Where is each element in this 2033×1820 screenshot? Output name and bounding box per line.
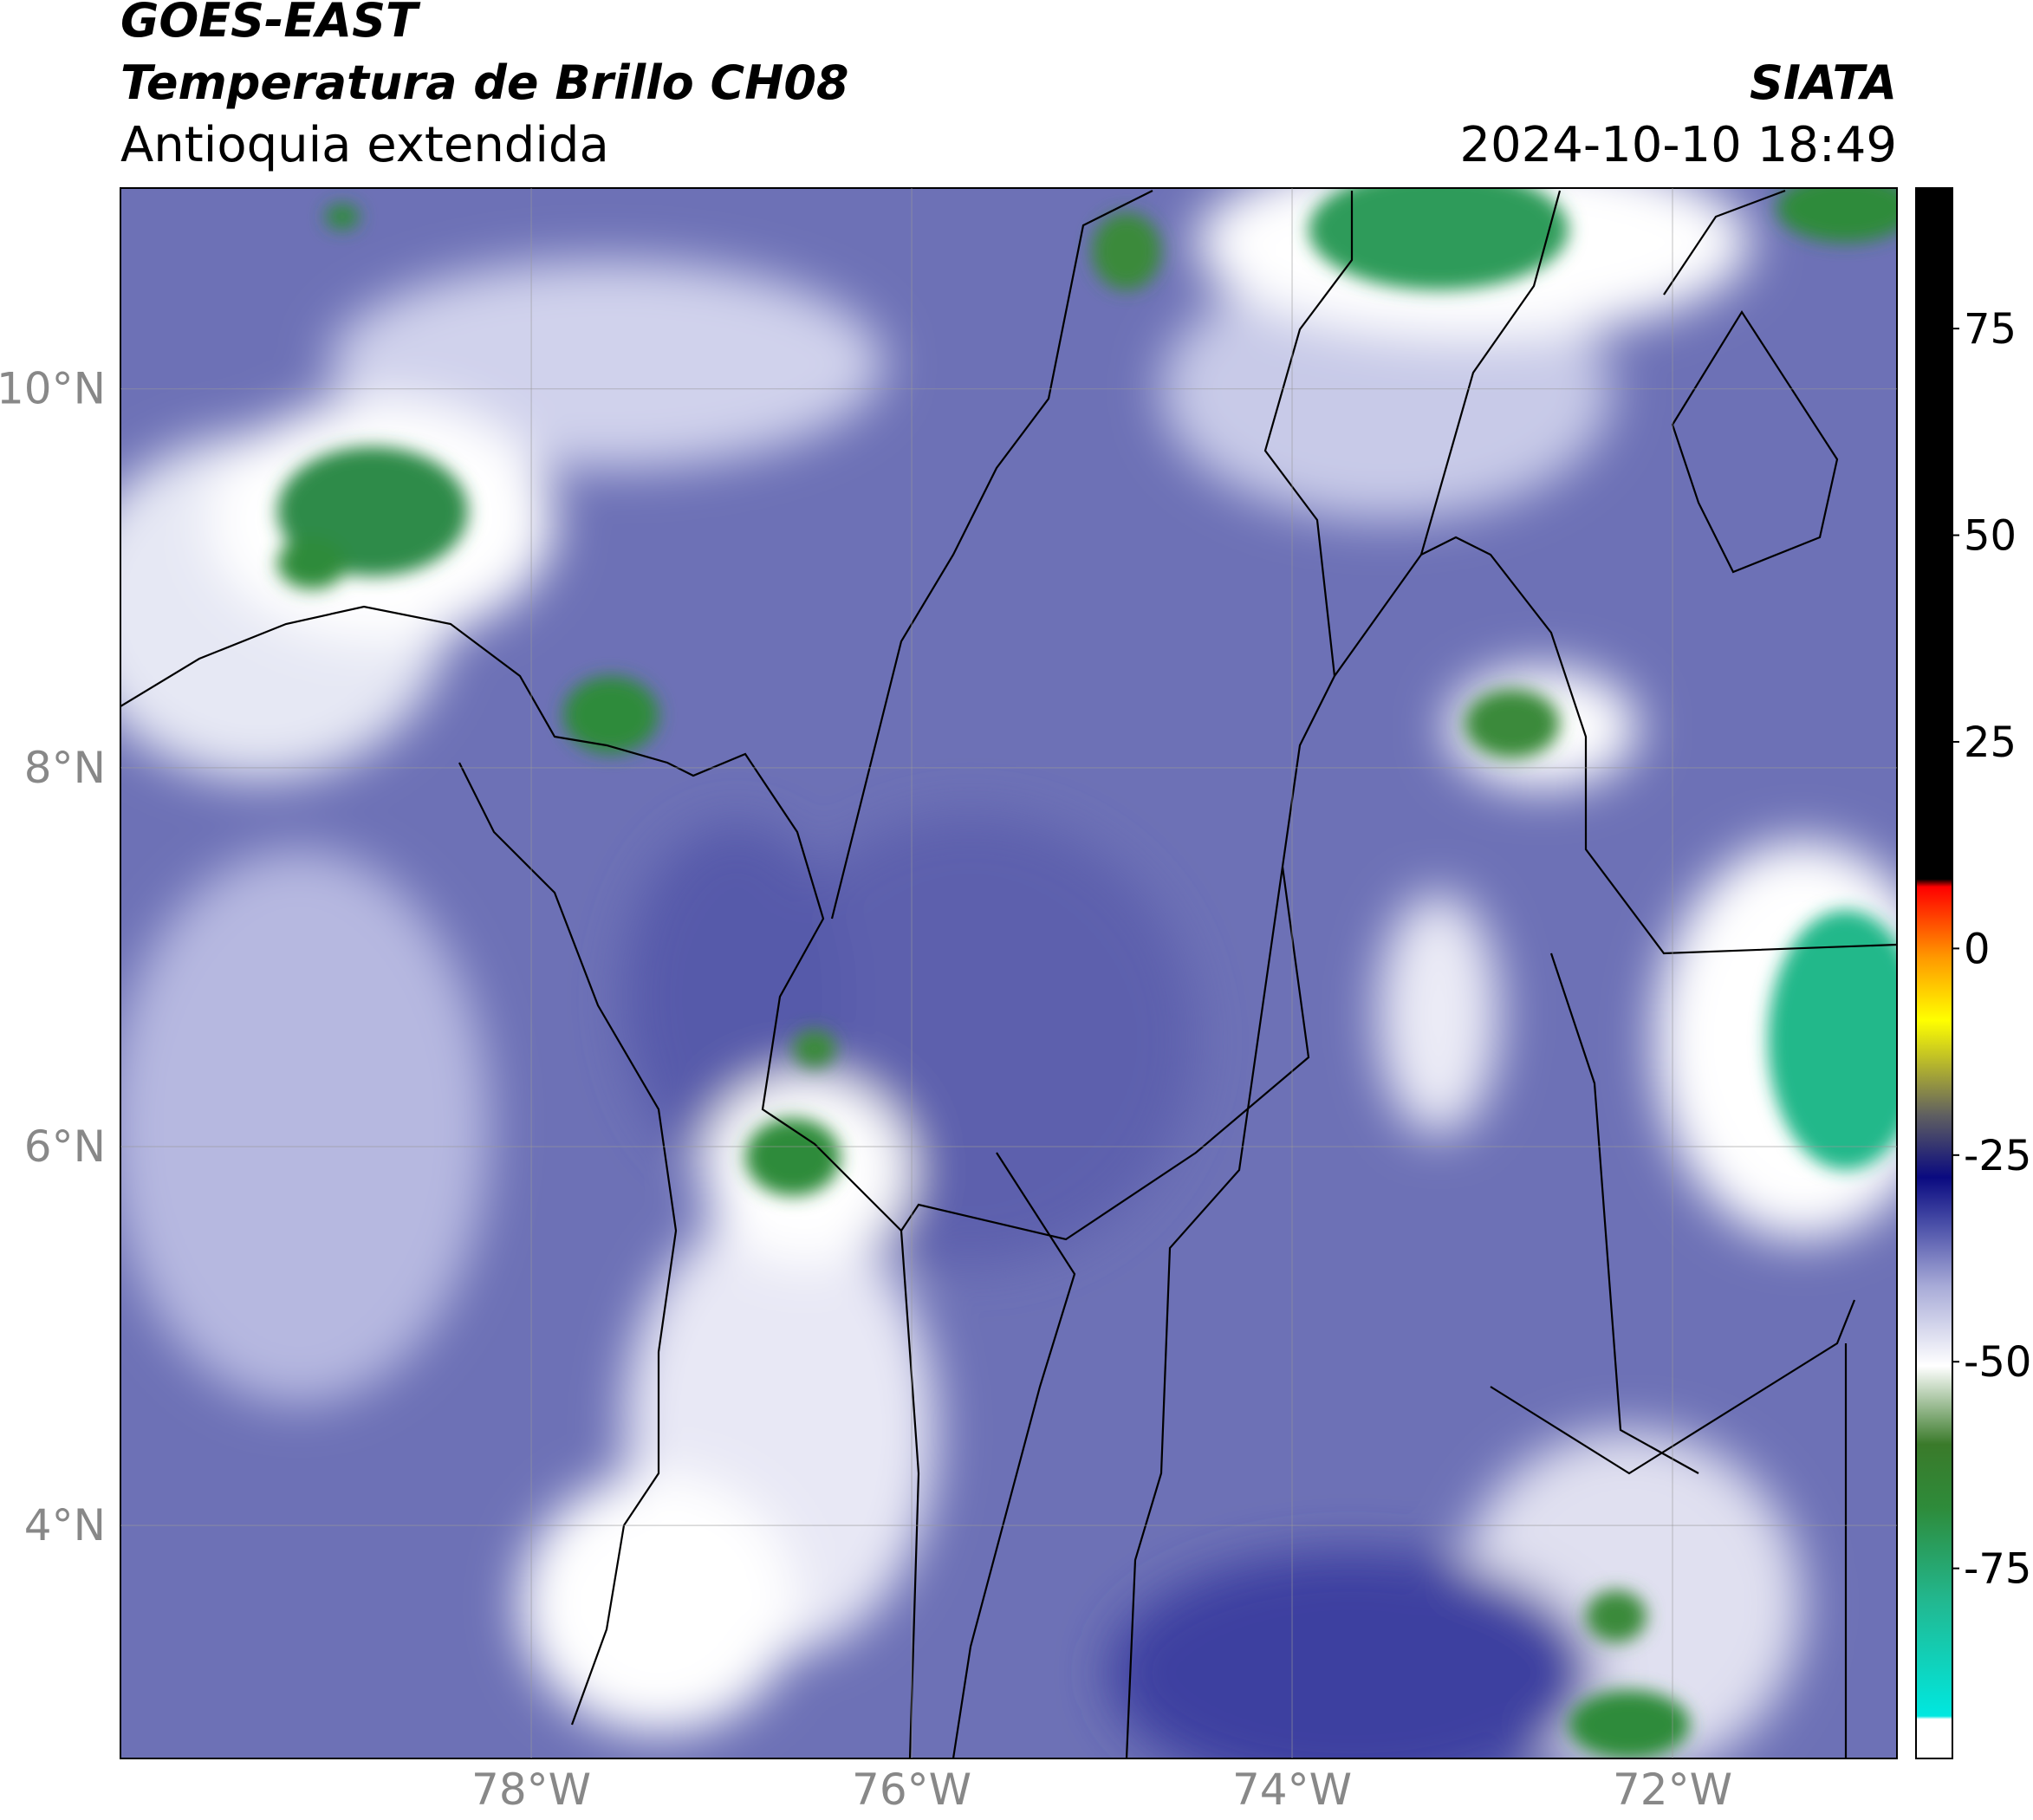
- grid: [120, 188, 1897, 1758]
- colorbar-tick-label: 75: [1964, 305, 2017, 354]
- datetime: 2024-10-10 18:49: [1459, 117, 1897, 173]
- x-tick-label: 74°W: [1232, 1765, 1352, 1815]
- colorbar: [1915, 187, 1953, 1759]
- x-tick-label: 76°W: [852, 1765, 971, 1815]
- y-tick-label: 10°N: [0, 364, 106, 414]
- x-tick-label: 78°W: [471, 1765, 591, 1815]
- x-tick-label: 72°W: [1613, 1765, 1732, 1815]
- map-frame: [120, 187, 1898, 1759]
- satellite-image: [120, 188, 1897, 1758]
- title: GOES-EAST: [120, 0, 421, 48]
- colorbar-tick-label: 50: [1964, 512, 2017, 561]
- colorbar-tick-label: -50: [1964, 1338, 2031, 1387]
- region: Antioquia extendida: [120, 117, 609, 173]
- source: SIATA: [1750, 55, 1897, 110]
- subtitle: Temperatura de Brillo CH08: [120, 55, 849, 110]
- colorbar-tick-label: -75: [1964, 1545, 2031, 1594]
- colorbar-tick-label: 0: [1964, 925, 1991, 973]
- colorbar-tick-label: 25: [1964, 718, 2017, 767]
- colorbar-tick-label: -25: [1964, 1132, 2031, 1180]
- y-tick-label: 8°N: [24, 743, 106, 793]
- y-tick-label: 4°N: [24, 1500, 106, 1550]
- y-tick-label: 6°N: [24, 1121, 106, 1172]
